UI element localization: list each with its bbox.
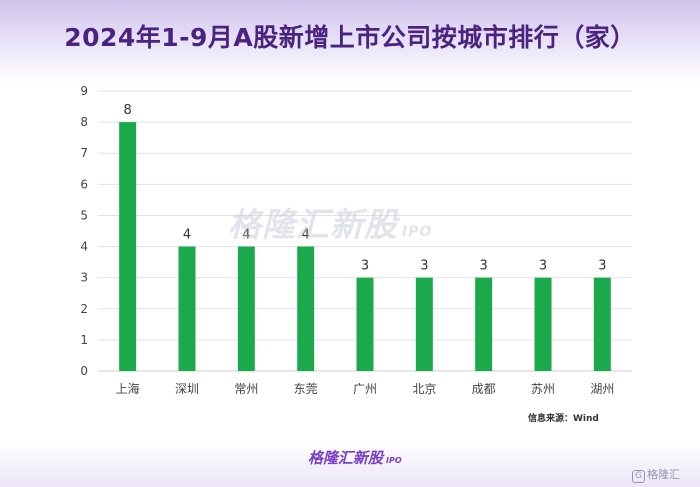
x-tick-label: 湖州 [590,381,614,396]
bar [297,246,315,371]
corner-watermark: G 格隆汇 [632,466,680,483]
watermark-text: 格隆汇新股 [228,205,398,244]
y-tick-label: 9 [80,84,88,98]
bar [178,246,196,371]
data-label: 3 [539,259,547,274]
x-tick-label: 上海 [116,381,140,396]
y-tick-label: 6 [80,177,88,191]
source-note: 信息来源：Wind [528,414,599,424]
bar [593,277,611,371]
watermark-sub: IPO [402,224,433,240]
chart-title: 2024年1-9月A股新增上市公司按城市排行（家） [64,23,636,52]
bar [119,122,137,371]
title-band [0,0,700,84]
bar [475,277,493,371]
x-tick-label: 北京 [412,382,436,396]
brand-sub: IPO [386,456,402,465]
data-label: 3 [480,259,488,274]
y-tick-label: 7 [80,146,88,160]
x-tick-label: 常州 [234,382,258,396]
bar [356,277,374,371]
data-label: 8 [124,103,132,118]
brand-text: 格隆汇新股 [308,449,384,467]
bar [534,277,552,371]
g-logo-icon: G [632,470,645,483]
x-tick-label: 东莞 [294,382,318,396]
bar [415,277,433,371]
data-label: 4 [183,228,191,243]
y-tick-label: 1 [80,333,88,347]
y-tick-label: 4 [80,240,88,254]
watermark: 格隆汇新股 IPO [228,198,432,246]
corner-watermark-text: 格隆汇 [647,468,680,481]
data-label: 3 [361,259,369,274]
y-tick-label: 8 [80,115,88,129]
data-label: 3 [598,259,606,274]
y-tick-label: 2 [80,302,88,316]
data-label: 4 [242,228,250,243]
bar [237,246,255,371]
data-label: 4 [302,228,310,243]
y-tick-label: 3 [80,271,88,285]
x-tick-label: 苏州 [531,382,555,396]
data-label: 3 [420,259,428,274]
y-tick-label: 0 [80,364,88,378]
y-tick-label: 5 [80,208,88,222]
x-tick-label: 深圳 [175,382,199,396]
x-tick-label: 广州 [353,382,377,396]
brand-logo: 格隆汇新股 IPO [308,447,402,468]
x-tick-label: 成都 [472,382,496,396]
footer-band [0,440,700,487]
